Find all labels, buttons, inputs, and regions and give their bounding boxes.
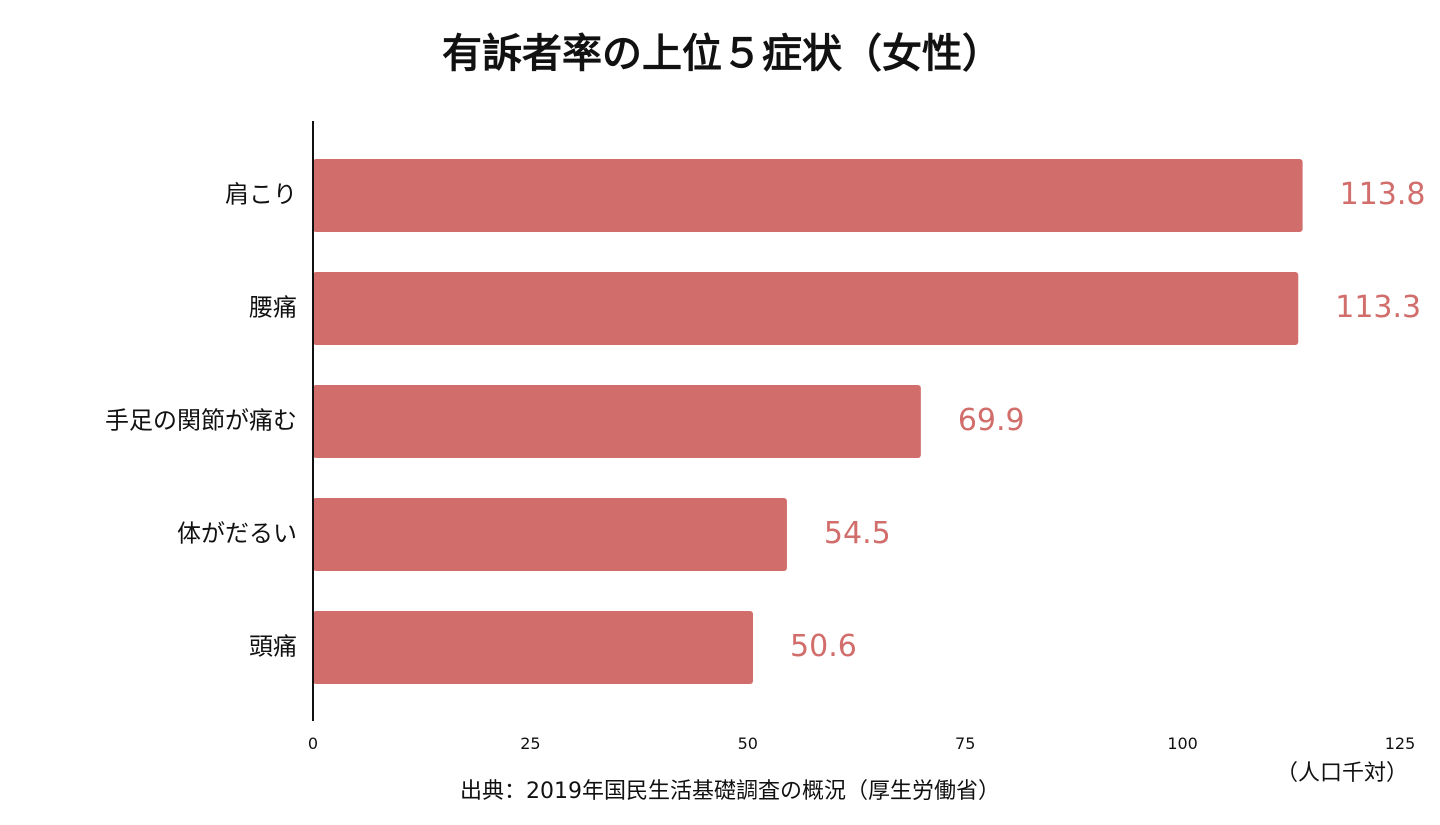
unit-label: （人口千対） — [1276, 761, 1408, 786]
source-label: 出典：2019年国民生活基礎調査の概況（厚生労働省） — [460, 779, 1000, 804]
category-label-2: 手足の関節が痛む — [105, 407, 297, 435]
bar-2 — [313, 385, 921, 458]
category-label-1: 腰痛 — [249, 294, 297, 322]
x-tick-label-3: 75 — [955, 734, 975, 753]
x-tick-label-5: 125 — [1385, 734, 1416, 753]
bar-4 — [313, 611, 754, 684]
value-label-2: 69.9 — [958, 403, 1025, 438]
bars-group — [313, 159, 1303, 684]
value-label-4: 50.6 — [790, 629, 857, 664]
bar-0 — [313, 159, 1303, 232]
value-labels-group: 113.8 113.3 69.9 54.5 50.6 — [790, 177, 1425, 664]
x-tick-labels-group: 0 25 50 75 100 125 — [308, 734, 1415, 753]
category-label-0: 肩こり — [225, 181, 297, 209]
bar-1 — [313, 272, 1299, 345]
x-tick-label-4: 100 — [1167, 734, 1198, 753]
x-tick-label-1: 25 — [520, 734, 540, 753]
value-label-3: 54.5 — [824, 516, 891, 551]
category-label-3: 体がだるい — [177, 520, 297, 548]
x-tick-label-0: 0 — [308, 734, 318, 753]
bar-3 — [313, 498, 787, 571]
value-label-1: 113.3 — [1335, 290, 1421, 325]
category-label-4: 頭痛 — [249, 633, 297, 661]
chart-title: 有訴者率の上位５症状（女性） — [442, 31, 1002, 77]
x-tick-label-2: 50 — [738, 734, 758, 753]
value-label-0: 113.8 — [1340, 177, 1426, 212]
